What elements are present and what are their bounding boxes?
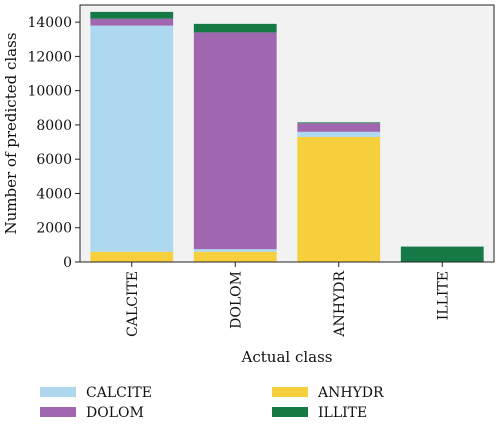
x-tick-label-calcite: CALCITE [125, 271, 141, 337]
bar-illite-illite [400, 246, 484, 262]
bar-dolom-dolom [193, 32, 277, 250]
x-axis: CALCITE DOLOM ANHYDR ILLITE [125, 262, 451, 338]
bar-dolom-calcite [193, 249, 277, 252]
legend-swatch-calcite [40, 387, 76, 397]
bar-calcite-illite [90, 11, 174, 19]
y-tick-label: 0 [63, 255, 72, 271]
legend-swatch-dolom [40, 407, 76, 417]
x-tick-label-anhydr: ANHYDR [332, 271, 348, 338]
bar-dolom-anhydr [193, 251, 277, 262]
legend-label-dolom: DOLOM [86, 405, 144, 421]
x-tick-label-dolom: DOLOM [228, 271, 244, 329]
y-tick-label: 4000 [36, 186, 72, 202]
y-tick-label: 14000 [27, 15, 72, 31]
legend: CALCITE ANHYDR DOLOM ILLITE [40, 385, 384, 421]
bar-calcite-dolom [90, 18, 174, 26]
legend-label-anhydr: ANHYDR [317, 385, 384, 401]
y-tick-label: 8000 [36, 118, 72, 134]
bar-anhydr-calcite [297, 131, 381, 137]
y-tick-label: 10000 [27, 84, 72, 100]
y-axis: 0 2000 4000 6000 8000 10000 12000 14000 [27, 15, 80, 271]
x-tick-label-illite: ILLITE [435, 271, 451, 320]
bar-dolom-illite [193, 23, 277, 33]
legend-swatch-anhydr [272, 387, 308, 397]
y-axis-title: Number of predicted class [2, 32, 20, 234]
y-tick-label: 2000 [36, 221, 72, 237]
legend-label-illite: ILLITE [318, 405, 367, 421]
x-axis-title: Actual class [241, 348, 333, 366]
bars-layer [90, 11, 484, 262]
y-tick-label: 6000 [36, 152, 72, 168]
bar-anhydr-illite [297, 122, 381, 124]
legend-swatch-illite [272, 407, 308, 417]
legend-label-calcite: CALCITE [86, 385, 152, 401]
plot-frame [79, 4, 495, 263]
bar-calcite-calcite [90, 25, 174, 252]
y-tick-label: 12000 [27, 49, 72, 65]
bar-anhydr-anhydr [297, 136, 381, 262]
bar-anhydr-dolom [297, 123, 381, 132]
bar-calcite-anhydr [90, 251, 174, 262]
